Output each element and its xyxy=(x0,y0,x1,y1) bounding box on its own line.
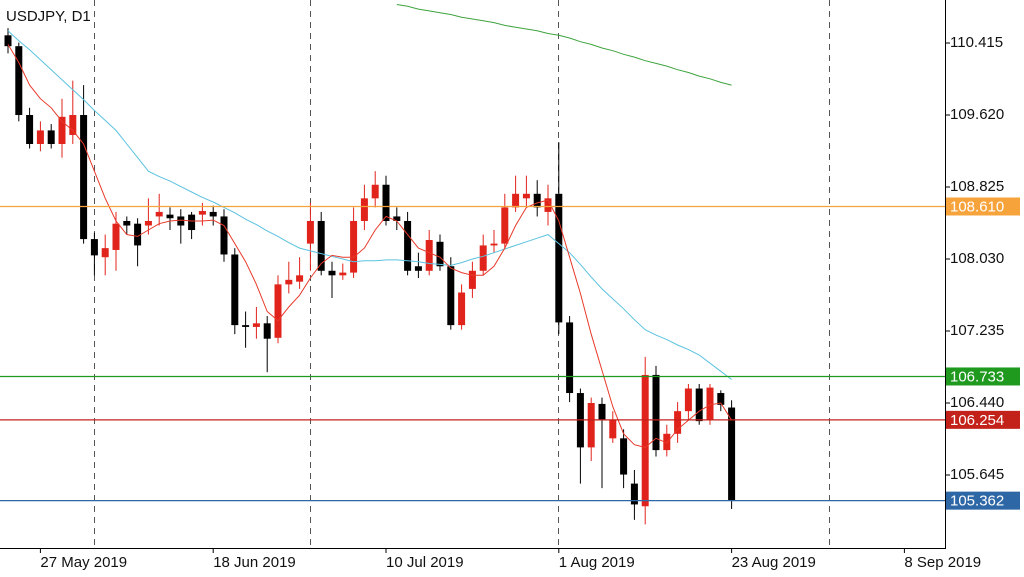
candle-body xyxy=(436,241,444,267)
candle-body xyxy=(4,35,12,47)
candle-body xyxy=(58,116,66,144)
y-tick-label: 108.825 xyxy=(950,178,1004,195)
moving-average xyxy=(7,30,732,380)
candle-body xyxy=(144,220,152,226)
candle-body xyxy=(522,193,530,199)
candle-body xyxy=(512,193,520,208)
level-price-box xyxy=(946,410,1020,429)
candle-body xyxy=(717,393,725,405)
x-tick-label: 10 Jul 2019 xyxy=(386,554,464,571)
candle-body xyxy=(209,211,217,217)
candle-body xyxy=(155,211,163,217)
candle-body xyxy=(728,407,736,501)
candle-body xyxy=(112,223,120,250)
candle-body xyxy=(641,374,649,507)
candle-body xyxy=(371,184,379,199)
level-price-box xyxy=(946,367,1020,386)
level-price-box xyxy=(946,197,1020,216)
candle-body xyxy=(188,214,196,231)
y-tick-label: 105.645 xyxy=(950,466,1004,483)
candle-body xyxy=(69,115,77,135)
candle-body xyxy=(555,193,563,323)
candle-body xyxy=(80,115,88,240)
candle-body xyxy=(458,292,466,326)
candle-body xyxy=(598,403,606,421)
candle-body xyxy=(166,214,174,219)
candle-body xyxy=(220,216,228,255)
candle-body xyxy=(339,272,347,276)
candle-body xyxy=(382,184,390,221)
candle-body xyxy=(393,216,401,221)
candle-body xyxy=(360,198,368,221)
candle-body xyxy=(544,198,552,212)
candle-body xyxy=(15,46,23,116)
candle-body xyxy=(501,207,509,244)
chart-title: USDJPY, D1 xyxy=(6,8,91,25)
candle-body xyxy=(252,323,260,327)
candle-body xyxy=(663,433,671,451)
candle-body xyxy=(404,220,412,271)
candle-body xyxy=(652,374,660,451)
separators xyxy=(94,0,830,548)
level-price-label: 106.254 xyxy=(950,412,1004,429)
candle-body xyxy=(231,254,239,326)
candle-body xyxy=(425,239,433,271)
y-tick-label: 107.235 xyxy=(950,322,1004,339)
candle-body xyxy=(306,220,314,244)
level-price-label: 105.362 xyxy=(950,493,1004,510)
candle-body xyxy=(587,403,595,448)
candle-body xyxy=(490,243,498,246)
candle-body xyxy=(242,325,250,327)
candle-body xyxy=(447,266,455,326)
candle-body xyxy=(684,388,692,412)
candle-body xyxy=(317,220,325,271)
candle-body xyxy=(566,322,574,394)
candle-body xyxy=(468,270,476,289)
y-tick-label: 109.620 xyxy=(950,106,1004,123)
x-tick-label: 18 Jun 2019 xyxy=(213,554,296,571)
y-tick-label: 110.415 xyxy=(950,34,1003,51)
candle-body xyxy=(90,239,98,256)
candle-body xyxy=(123,220,131,226)
x-tick-label: 27 May 2019 xyxy=(40,554,127,571)
level-price-label: 106.733 xyxy=(950,368,1004,385)
candle-body xyxy=(706,387,714,421)
candle-body xyxy=(328,270,336,276)
candle-body xyxy=(274,284,282,338)
x-tick-label: 1 Aug 2019 xyxy=(559,554,635,571)
candle-body xyxy=(630,483,638,505)
candle-body xyxy=(296,275,304,282)
candle-body xyxy=(695,388,703,422)
candle-body xyxy=(414,266,422,271)
level-price-box xyxy=(946,491,1020,510)
candle-body xyxy=(350,220,358,273)
candle-body xyxy=(36,130,44,144)
candle-body xyxy=(609,420,617,439)
moving-average xyxy=(7,44,733,448)
moving-average xyxy=(396,4,732,86)
candle-body xyxy=(177,216,185,226)
candle-body xyxy=(101,248,109,258)
x-tick-label: 23 Aug 2019 xyxy=(732,554,816,571)
candle-body xyxy=(620,438,628,475)
candle-body xyxy=(533,193,541,208)
candle-body xyxy=(47,130,55,144)
y-tick-label: 108.030 xyxy=(950,250,1004,267)
level-price-label: 108.610 xyxy=(950,198,1004,215)
candle-body xyxy=(26,115,34,144)
candle-body xyxy=(134,223,142,246)
y-tick-label: 106.440 xyxy=(950,394,1004,411)
candle-body xyxy=(479,245,487,271)
x-tick-label: 8 Sep 2019 xyxy=(904,554,981,571)
candle-body xyxy=(285,279,293,285)
candle-body xyxy=(198,211,206,215)
candle-body xyxy=(674,411,682,434)
candle-body xyxy=(263,323,271,339)
